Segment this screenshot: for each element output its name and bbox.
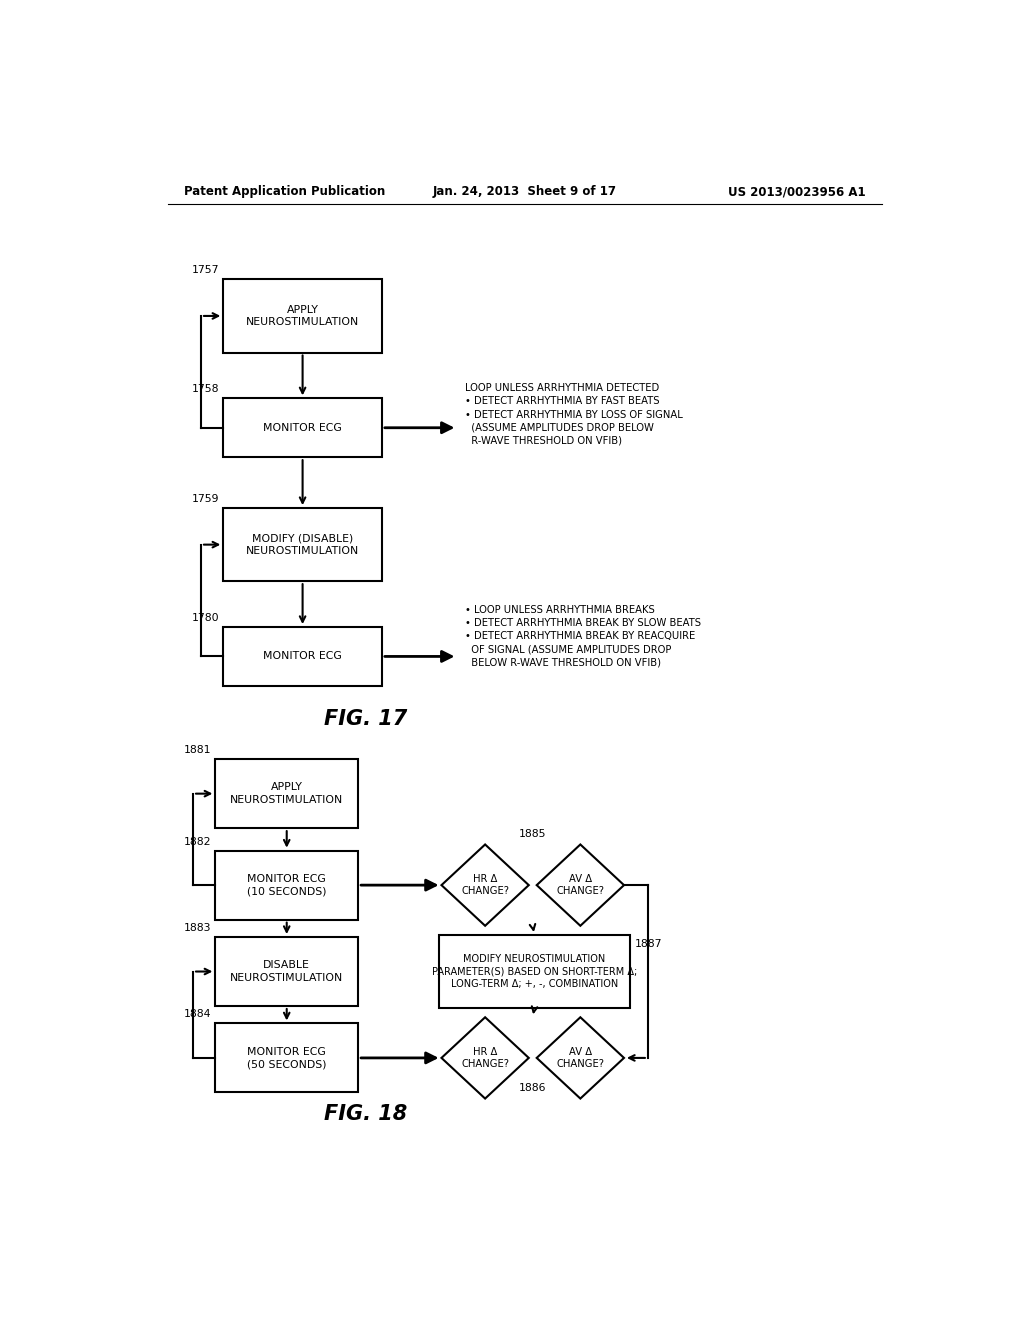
Text: FIG. 18: FIG. 18 [325, 1104, 408, 1123]
Text: 1780: 1780 [191, 612, 219, 623]
FancyBboxPatch shape [439, 935, 630, 1008]
Text: 1758: 1758 [191, 384, 219, 395]
FancyBboxPatch shape [223, 627, 382, 686]
Text: 1882: 1882 [184, 837, 211, 846]
Text: 1885: 1885 [518, 829, 546, 840]
Polygon shape [537, 1018, 624, 1098]
Polygon shape [441, 845, 528, 925]
FancyBboxPatch shape [215, 759, 358, 828]
FancyBboxPatch shape [215, 850, 358, 920]
Text: MODIFY NEUROSTIMULATION
PARAMETER(S) BASED ON SHORT-TERM Δ;
LONG-TERM Δ; +, -, C: MODIFY NEUROSTIMULATION PARAMETER(S) BAS… [432, 954, 637, 989]
Polygon shape [441, 1018, 528, 1098]
Text: DISABLE
NEUROSTIMULATION: DISABLE NEUROSTIMULATION [230, 961, 343, 982]
Text: 1886: 1886 [518, 1084, 546, 1093]
FancyBboxPatch shape [215, 937, 358, 1006]
Text: MODIFY (DISABLE)
NEUROSTIMULATION: MODIFY (DISABLE) NEUROSTIMULATION [246, 533, 359, 556]
Text: MONITOR ECG
(10 SECONDS): MONITOR ECG (10 SECONDS) [247, 874, 327, 896]
Text: US 2013/0023956 A1: US 2013/0023956 A1 [728, 185, 866, 198]
Text: 1883: 1883 [184, 923, 211, 933]
Text: Jan. 24, 2013  Sheet 9 of 17: Jan. 24, 2013 Sheet 9 of 17 [433, 185, 616, 198]
FancyBboxPatch shape [223, 508, 382, 581]
Text: Patent Application Publication: Patent Application Publication [183, 185, 385, 198]
FancyBboxPatch shape [215, 1023, 358, 1093]
Text: APPLY
NEUROSTIMULATION: APPLY NEUROSTIMULATION [230, 783, 343, 805]
Text: 1759: 1759 [191, 494, 219, 504]
Text: FIG. 17: FIG. 17 [325, 709, 408, 730]
FancyBboxPatch shape [223, 399, 382, 457]
Text: MONITOR ECG
(50 SECONDS): MONITOR ECG (50 SECONDS) [247, 1047, 327, 1069]
Text: 1881: 1881 [184, 744, 211, 755]
Text: AV Δ
CHANGE?: AV Δ CHANGE? [556, 874, 604, 896]
Text: AV Δ
CHANGE?: AV Δ CHANGE? [556, 1047, 604, 1069]
Polygon shape [537, 845, 624, 925]
Text: MONITOR ECG: MONITOR ECG [263, 422, 342, 433]
Text: APPLY
NEUROSTIMULATION: APPLY NEUROSTIMULATION [246, 305, 359, 327]
Text: MONITOR ECG: MONITOR ECG [263, 652, 342, 661]
Text: HR Δ
CHANGE?: HR Δ CHANGE? [461, 874, 509, 896]
Text: HR Δ
CHANGE?: HR Δ CHANGE? [461, 1047, 509, 1069]
Text: 1884: 1884 [184, 1010, 211, 1019]
Text: • LOOP UNLESS ARRHYTHMIA BREAKS
• DETECT ARRHYTHMIA BREAK BY SLOW BEATS
• DETECT: • LOOP UNLESS ARRHYTHMIA BREAKS • DETECT… [465, 605, 701, 668]
Text: 1757: 1757 [191, 265, 219, 276]
Text: 1887: 1887 [634, 939, 662, 949]
FancyBboxPatch shape [223, 280, 382, 352]
Text: LOOP UNLESS ARRHYTHMIA DETECTED
• DETECT ARRHYTHMIA BY FAST BEATS
• DETECT ARRHY: LOOP UNLESS ARRHYTHMIA DETECTED • DETECT… [465, 383, 683, 446]
